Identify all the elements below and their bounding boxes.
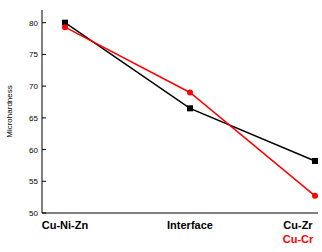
- y-tick-label: 55: [29, 177, 38, 186]
- y-tick-label: 70: [29, 82, 38, 91]
- series-line: [65, 23, 315, 161]
- series-line: [65, 27, 315, 196]
- y-tick-label: 80: [29, 19, 38, 28]
- y-axis: [42, 10, 43, 213]
- x-tick-label: Interface: [167, 219, 213, 231]
- y-tick-label: 75: [29, 50, 38, 59]
- x-axis: [42, 213, 318, 214]
- y-tick: [42, 54, 46, 55]
- annotation: Cu-Cr: [283, 233, 314, 245]
- x-tick-label: Cu-Ni-Zn: [42, 219, 89, 231]
- x-tick-label: Cu-Zr: [283, 219, 313, 231]
- y-tick: [42, 181, 46, 182]
- point: [312, 193, 318, 199]
- y-tick: [42, 149, 46, 150]
- y-tick-label: 50: [29, 209, 38, 218]
- y-tick-label: 60: [29, 146, 38, 155]
- y-axis-label: Microhardness: [5, 85, 14, 137]
- point: [187, 89, 193, 95]
- plot-area: [62, 20, 318, 199]
- point: [62, 24, 68, 30]
- y-tick: [42, 22, 46, 23]
- y-tick: [42, 213, 46, 214]
- y-tick: [42, 86, 46, 87]
- y-tick-label: 65: [29, 114, 38, 123]
- chart: 50 55 60 65 70 75 80 Microhardness Cu-Ni-Zn Inter…: [0, 0, 322, 252]
- y-tick: [42, 117, 46, 118]
- point: [187, 105, 193, 111]
- point: [312, 158, 318, 164]
